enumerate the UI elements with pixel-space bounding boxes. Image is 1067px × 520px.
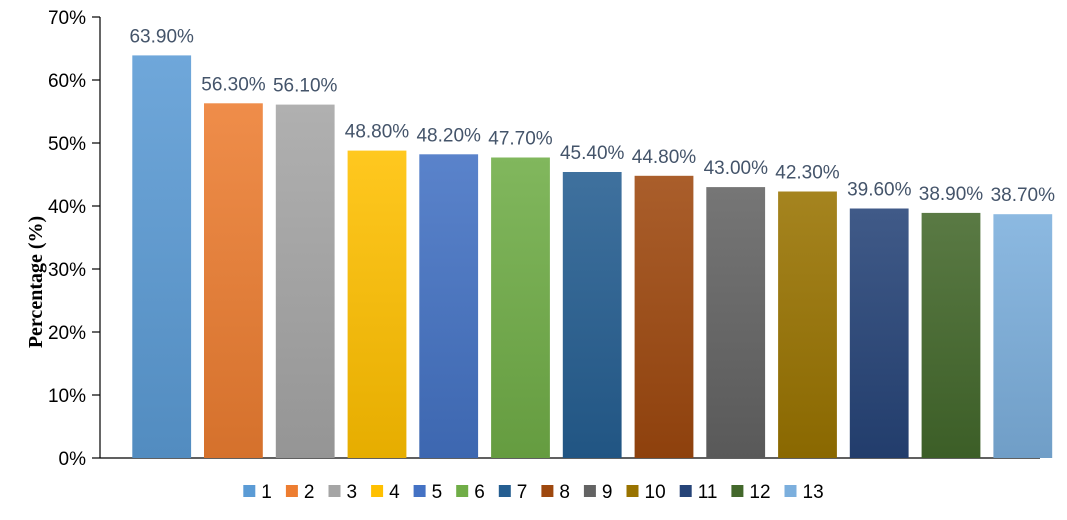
legend-swatch — [371, 485, 384, 497]
data-label-2: 56.30% — [201, 74, 266, 95]
legend-label: 1 — [261, 482, 272, 503]
legend-swatch — [413, 485, 426, 497]
legend-item-11: 11 — [679, 482, 718, 503]
bar-1 — [132, 55, 192, 459]
bar-7 — [562, 172, 622, 458]
legend-item-3: 3 — [328, 482, 358, 503]
y-tick-label: 0% — [59, 449, 87, 470]
legend-item-2: 2 — [285, 482, 315, 503]
y-tick-label: 60% — [48, 71, 86, 92]
legend-swatch — [679, 485, 692, 497]
bar-11 — [849, 208, 909, 458]
legend-item-10: 10 — [626, 482, 666, 503]
legend-label: 4 — [389, 482, 400, 503]
legend-swatch — [243, 485, 256, 497]
legend-label: 8 — [559, 482, 570, 503]
bar-3 — [275, 104, 335, 458]
legend-label: 6 — [474, 482, 485, 503]
bar-8 — [634, 175, 694, 459]
legend-label: 3 — [347, 482, 358, 503]
data-label-12: 38.90% — [919, 184, 984, 205]
legend-label: 7 — [517, 482, 528, 503]
data-label-3: 56.10% — [273, 76, 338, 97]
legend-label: 2 — [304, 482, 315, 503]
legend-item-1: 1 — [243, 482, 272, 503]
data-label-6: 47.70% — [488, 129, 553, 150]
legend-label: 12 — [749, 482, 770, 503]
legend-label: 9 — [602, 482, 613, 503]
data-label-7: 45.40% — [560, 143, 625, 164]
y-tick-label: 10% — [48, 386, 86, 407]
legend-label: 5 — [432, 482, 443, 503]
legend-item-8: 8 — [541, 482, 570, 503]
y-tick-label: 30% — [48, 260, 86, 281]
data-labels: 63.90% 56.30% 56.10% 48.80% 48.20% 47.70% 45.4… — [129, 26, 1055, 206]
bar-10 — [778, 191, 837, 458]
data-label-13: 38.70% — [991, 185, 1056, 206]
data-label-1: 63.90% — [129, 26, 194, 47]
y-tick-label: 50% — [48, 134, 86, 155]
legend-swatch — [456, 485, 469, 497]
legend: 1 2 3 4 5 6 7 8 9 10 11 12 13 — [243, 482, 824, 503]
legend-item-9: 9 — [583, 482, 613, 503]
legend-swatch — [626, 485, 639, 497]
data-label-10: 42.30% — [775, 163, 840, 184]
legend-swatch — [583, 485, 596, 497]
bar-2 — [204, 103, 263, 459]
y-ticks: 0% 10% 20% 30% 40% 50% 60% 70% — [48, 8, 100, 470]
legend-swatch — [498, 485, 511, 497]
legend-item-5: 5 — [413, 482, 443, 503]
y-tick-label: 20% — [48, 323, 86, 344]
legend-swatch — [541, 485, 554, 497]
legend-item-7: 7 — [498, 482, 528, 503]
data-label-8: 44.80% — [632, 147, 697, 168]
legend-swatch — [731, 485, 744, 497]
data-label-5: 48.20% — [416, 125, 481, 146]
y-axis-title-group: Percentage (%) — [25, 216, 47, 348]
legend-swatch — [784, 485, 797, 497]
bars — [132, 55, 1053, 459]
data-label-9: 43.00% — [704, 158, 769, 179]
y-tick-label: 40% — [48, 197, 86, 218]
bar-13 — [993, 214, 1053, 458]
data-label-11: 39.60% — [847, 180, 912, 201]
bar-5 — [419, 154, 479, 459]
y-axis-title: Percentage (%) — [25, 216, 47, 348]
legend-label: 10 — [645, 482, 666, 503]
bar-6 — [491, 157, 550, 458]
legend-item-6: 6 — [456, 482, 485, 503]
legend-item-12: 12 — [731, 482, 771, 503]
y-tick-label: 70% — [48, 8, 86, 29]
legend-swatch — [285, 485, 298, 497]
legend-item-4: 4 — [371, 482, 400, 503]
bar-12 — [921, 212, 981, 458]
legend-label: 11 — [698, 482, 718, 503]
data-label-4: 48.80% — [345, 122, 410, 143]
bar-9 — [706, 187, 766, 458]
legend-label: 13 — [803, 482, 824, 503]
bar-4 — [347, 150, 407, 458]
legend-item-13: 13 — [784, 482, 824, 503]
legend-swatch — [328, 485, 341, 497]
